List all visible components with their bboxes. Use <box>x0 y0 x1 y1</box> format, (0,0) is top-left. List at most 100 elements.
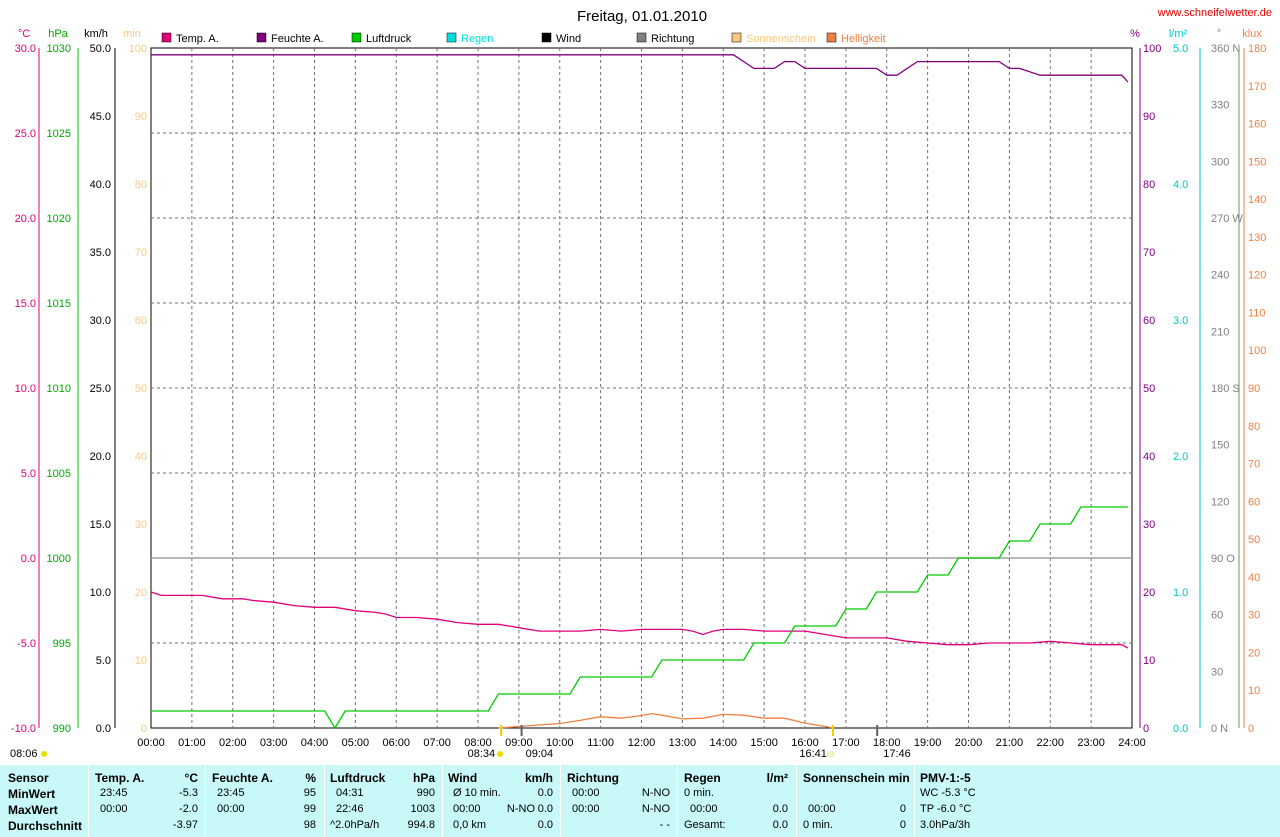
light-tick-label: 50 <box>1248 534 1260 546</box>
sun-icon <box>827 750 835 758</box>
time-tick-label: 09:00 <box>505 737 533 749</box>
extra-time-label: 08:06 <box>10 748 38 760</box>
table-cell: 0.0 <box>537 787 553 799</box>
table-cell: N-NO <box>641 803 670 815</box>
legend-swatch <box>446 32 457 43</box>
wind-tick-label: 5.0 <box>96 655 111 667</box>
time-tick-label: 18:00 <box>873 737 901 749</box>
table-header-unit: % <box>305 771 316 785</box>
plot-area <box>38 47 1245 729</box>
direction-tick-label: 210 <box>1211 326 1229 338</box>
sun-tick-label: 40 <box>135 451 147 463</box>
sun-markers: 08:34 09:04 16:41 17:46 08:06 <box>10 725 911 760</box>
light-tick-label: 130 <box>1248 232 1266 244</box>
sun-tick-label: 20 <box>135 587 147 599</box>
sun-tick-label: 10 <box>135 655 147 667</box>
sun-end-label: 17:46 <box>883 748 911 760</box>
light-tick-label: 120 <box>1248 270 1266 282</box>
table-cell: 0,0 km <box>453 819 487 831</box>
temp-tick-label: 10.0 <box>15 383 36 395</box>
table-cell: 98 <box>303 819 316 831</box>
table-header: Sensor <box>8 771 49 785</box>
sun-tick-label: 70 <box>135 247 147 259</box>
rain-tick-label: 0.0 <box>1173 723 1188 735</box>
pressure-tick-label: 1000 <box>47 553 71 565</box>
light-tick-label: 100 <box>1248 345 1266 357</box>
table-header: Sonnenschein min <box>803 771 910 785</box>
table-cell: 00:00 <box>453 803 481 815</box>
table-header: Feuchte A. <box>212 771 273 785</box>
table-cell: -3.97 <box>172 819 198 831</box>
time-tick-label: 00:00 <box>137 737 165 749</box>
unit-label-pressure: hPa <box>48 28 68 40</box>
table-cell: 0 <box>899 803 906 815</box>
light-tick-label: 80 <box>1248 421 1260 433</box>
sunrise-label: 08:34 <box>468 748 496 760</box>
time-tick-label: 14:00 <box>709 737 737 749</box>
table-header: Wind <box>448 771 478 785</box>
temp-tick-label: 30.0 <box>15 43 36 55</box>
table-cell: Ø 10 min. <box>453 787 501 799</box>
legend: Temp. A. Feuchte A. Luftdruck Regen Wind Rich… <box>161 32 886 45</box>
table-cell: 0 <box>899 819 906 831</box>
legend-label: Sonnenschein <box>746 33 816 45</box>
table-divider <box>442 765 443 837</box>
time-tick-label: 22:00 <box>1036 737 1064 749</box>
table-cell: N-NO <box>641 787 670 799</box>
series-line-1 <box>151 54 1129 83</box>
legend-label: Helligkeit <box>841 33 886 45</box>
pressure-tick-label: 1025 <box>47 128 71 140</box>
light-tick-label: 140 <box>1248 194 1266 206</box>
table-cell: 99 <box>303 803 316 815</box>
table-cell: 0.0 <box>537 819 553 831</box>
time-tick-label: 20:00 <box>955 737 983 749</box>
table-cell: Gesamt: <box>684 819 726 831</box>
table-row-label: Durchschnitt <box>8 819 83 833</box>
unit-label-humidity: % <box>1130 28 1140 40</box>
time-tick-label: 24:00 <box>1118 737 1146 749</box>
time-tick-label: 07:00 <box>423 737 451 749</box>
table-cell: 3.0hPa/3h <box>920 819 971 831</box>
sun-tick-label: 60 <box>135 315 147 327</box>
temp-tick-label: 20.0 <box>15 213 36 225</box>
unit-label-light: klux <box>1242 28 1262 40</box>
legend-swatch <box>731 32 742 43</box>
unit-label-sun_min: min <box>123 28 141 40</box>
table-cell: 23:45 <box>217 787 245 799</box>
wind-tick-label: 15.0 <box>90 519 111 531</box>
chart-title: Freitag, 01.01.2010 <box>577 8 707 25</box>
table-cell: 23:45 <box>100 787 128 799</box>
rain-tick-label: 2.0 <box>1173 451 1188 463</box>
direction-tick-label: 150 <box>1211 440 1229 452</box>
table-cell: 00:00 <box>572 803 600 815</box>
table-cell: 0 min. <box>803 819 833 831</box>
time-tick-label: 05:00 <box>342 737 370 749</box>
pressure-tick-label: 995 <box>53 638 71 650</box>
time-tick-label: 08:00 <box>464 737 492 749</box>
direction-tick-label: 180 S <box>1211 383 1240 395</box>
light-tick-label: 60 <box>1248 496 1260 508</box>
time-tick-label: 02:00 <box>219 737 247 749</box>
series-line-0 <box>150 591 1129 649</box>
sun-tick-label: 80 <box>135 179 147 191</box>
rain-tick-label: 4.0 <box>1173 179 1188 191</box>
rain-tick-label: 5.0 <box>1173 43 1188 55</box>
humidity-tick-label: 40 <box>1143 451 1155 463</box>
legend-swatch <box>636 32 647 43</box>
wind-tick-label: 50.0 <box>90 43 111 55</box>
axis-ticks: 30.025.020.015.010.05.00.0-5.0-10.010301… <box>11 43 1266 749</box>
sun-tick-label: 30 <box>135 519 147 531</box>
legend-label: Regen <box>461 33 493 45</box>
temp-tick-label: -5.0 <box>17 638 36 650</box>
table-cell: -5.3 <box>179 787 198 799</box>
light-tick-label: 110 <box>1248 307 1266 319</box>
humidity-tick-label: 100 <box>1143 43 1161 55</box>
direction-tick-label: 120 <box>1211 496 1229 508</box>
table-cell: N-NO <box>506 803 535 815</box>
light-tick-label: 30 <box>1248 610 1260 622</box>
table-header-unit: °C <box>184 771 198 785</box>
legend-swatch <box>826 32 837 43</box>
table-header-unit: hPa <box>412 771 435 785</box>
light-tick-label: 90 <box>1248 383 1260 395</box>
sun-icon <box>41 751 47 757</box>
